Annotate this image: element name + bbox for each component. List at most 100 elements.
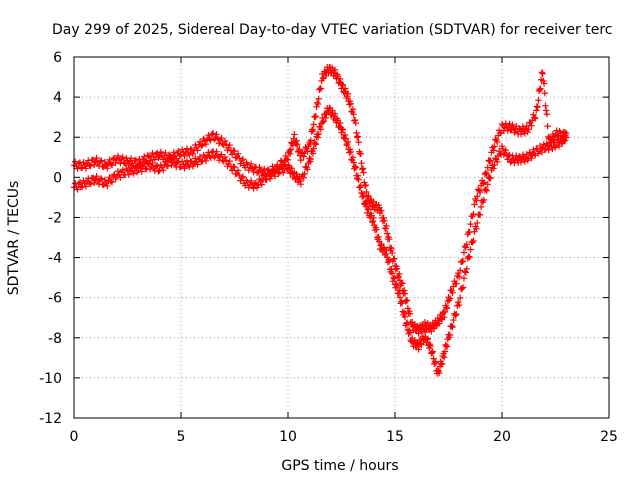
data-point-track-a bbox=[443, 305, 451, 312]
data-point-track-a bbox=[544, 122, 551, 130]
y-tick-label: -2 bbox=[48, 210, 62, 226]
data-point-track-b bbox=[331, 110, 339, 118]
data-point-track-b bbox=[530, 146, 537, 153]
data-point-track-b bbox=[119, 166, 126, 174]
data-point-track-b bbox=[194, 161, 201, 168]
data-point-track-a bbox=[443, 304, 450, 311]
data-point-track-b bbox=[149, 159, 156, 167]
data-point-track-b bbox=[483, 187, 490, 194]
data-point-track-b bbox=[390, 275, 397, 282]
data-point-track-b bbox=[436, 369, 443, 377]
data-point-track-a bbox=[315, 95, 322, 102]
data-point-track-b bbox=[342, 135, 349, 142]
data-point-track-b bbox=[386, 258, 393, 265]
data-point-track-b bbox=[370, 214, 377, 222]
data-point-track-a bbox=[101, 158, 109, 166]
data-point-track-b bbox=[251, 180, 258, 188]
data-point-track-a bbox=[198, 142, 205, 150]
data-point-track-b bbox=[502, 146, 510, 154]
data-point-track-a bbox=[545, 135, 553, 142]
data-point-track-b bbox=[383, 253, 391, 261]
data-point-track-a bbox=[398, 279, 405, 287]
data-point-track-b bbox=[357, 182, 364, 190]
data-point-track-b bbox=[549, 145, 556, 153]
data-point-track-b bbox=[368, 218, 376, 226]
data-point-track-a bbox=[484, 164, 491, 171]
data-point-track-a bbox=[228, 151, 236, 158]
data-point-track-b bbox=[207, 154, 214, 162]
data-point-track-b bbox=[441, 348, 449, 355]
data-point-track-b bbox=[186, 163, 193, 171]
data-point-track-b bbox=[490, 165, 497, 172]
data-point-track-b bbox=[369, 217, 377, 225]
x-tick-label: 0 bbox=[70, 429, 79, 445]
data-point-track-b bbox=[459, 284, 467, 291]
data-point-track-b bbox=[339, 125, 346, 133]
data-point-track-b bbox=[438, 360, 446, 367]
data-point-track-b bbox=[280, 169, 287, 176]
data-point-track-b bbox=[136, 162, 143, 169]
data-point-track-b bbox=[521, 158, 529, 165]
data-point-track-b bbox=[351, 163, 359, 170]
data-point-track-b bbox=[352, 164, 359, 171]
data-point-track-b bbox=[234, 167, 242, 174]
data-point-track-a bbox=[359, 165, 367, 172]
data-point-track-b bbox=[456, 294, 464, 302]
data-point-track-a bbox=[534, 103, 541, 111]
data-point-track-a bbox=[460, 249, 468, 256]
data-point-track-b bbox=[261, 172, 268, 179]
data-point-track-b bbox=[499, 145, 507, 153]
data-point-track-a bbox=[341, 85, 349, 92]
data-point-track-b bbox=[455, 298, 462, 306]
data-point-track-b bbox=[401, 309, 408, 316]
data-point-track-b bbox=[319, 118, 327, 126]
data-point-track-b bbox=[288, 165, 295, 172]
data-point-track-a bbox=[132, 156, 140, 164]
data-point-track-a bbox=[480, 179, 488, 186]
data-point-track-a bbox=[286, 150, 294, 158]
data-point-track-a bbox=[284, 156, 292, 164]
data-point-track-b bbox=[99, 181, 106, 188]
data-point-track-b bbox=[487, 174, 494, 182]
grid bbox=[74, 57, 609, 418]
data-point-track-a bbox=[353, 129, 360, 137]
data-point-track-b bbox=[189, 163, 197, 170]
data-point-track-b bbox=[382, 250, 389, 258]
data-point-track-a bbox=[494, 138, 501, 146]
x-tick-label: 25 bbox=[600, 429, 618, 445]
data-point-track-b bbox=[507, 159, 514, 166]
data-point-track-a bbox=[80, 158, 87, 166]
data-point-track-a bbox=[491, 143, 498, 150]
data-point-track-b bbox=[513, 152, 520, 159]
data-point-track-b bbox=[430, 355, 437, 362]
data-point-track-b bbox=[152, 163, 160, 170]
data-point-track-a bbox=[542, 102, 549, 109]
data-point-track-a bbox=[449, 289, 456, 297]
data-point-track-b bbox=[271, 173, 279, 180]
plot-frame bbox=[73, 56, 610, 419]
data-point-track-b bbox=[432, 359, 439, 367]
data-point-track-b bbox=[125, 171, 132, 178]
data-point-track-b bbox=[317, 126, 325, 133]
data-point-track-b bbox=[497, 150, 505, 158]
data-point-track-a bbox=[74, 165, 81, 172]
data-point-track-b bbox=[528, 154, 535, 162]
x-tick-label: 5 bbox=[177, 429, 186, 445]
data-point-track-b bbox=[258, 181, 266, 188]
data-point-track-b bbox=[218, 151, 225, 158]
data-point-track-a bbox=[162, 149, 169, 157]
data-point-track-b bbox=[315, 130, 322, 138]
data-point-track-b bbox=[242, 182, 249, 189]
data-point-track-a bbox=[215, 140, 223, 147]
data-point-track-a bbox=[441, 308, 449, 316]
data-point-track-a bbox=[127, 155, 135, 162]
data-point-track-a bbox=[391, 255, 398, 262]
data-point-track-a bbox=[207, 137, 214, 144]
data-point-track-a bbox=[362, 181, 369, 189]
data-point-track-b bbox=[304, 166, 311, 173]
data-point-track-a bbox=[294, 141, 301, 149]
data-point-track-b bbox=[375, 233, 382, 241]
x-tick-label: 10 bbox=[279, 429, 297, 445]
data-point-track-b bbox=[438, 361, 445, 368]
data-point-track-a bbox=[194, 147, 201, 154]
